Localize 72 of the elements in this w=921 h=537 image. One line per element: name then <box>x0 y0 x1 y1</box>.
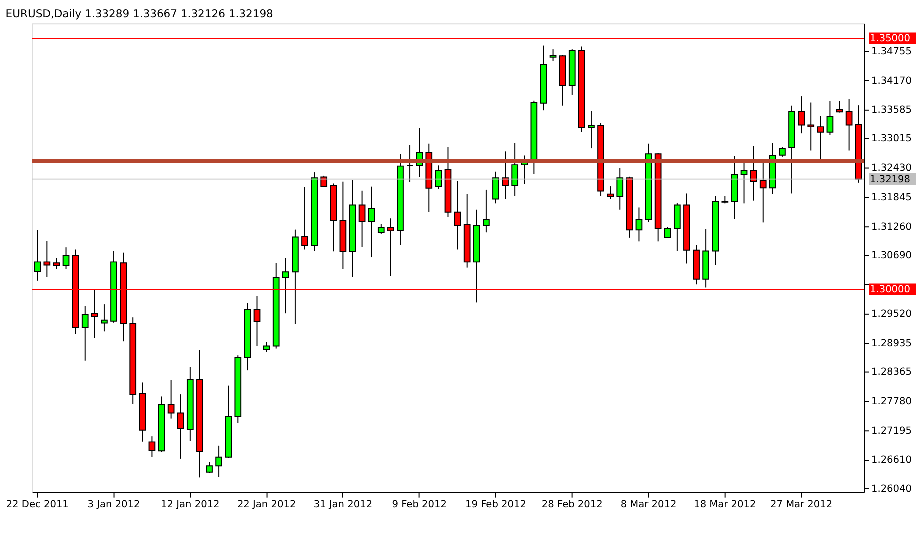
candlestick <box>808 102 815 152</box>
x-tick-label: 12 Jan 2012 <box>161 500 220 511</box>
candlestick <box>101 304 108 332</box>
ref-line-label: 1.35000 <box>870 34 911 45</box>
candlestick <box>798 96 805 134</box>
candlestick <box>636 207 643 242</box>
candlestick <box>607 186 614 200</box>
y-tick-label: 1.26610 <box>871 455 912 466</box>
candlestick <box>760 161 767 224</box>
candlestick <box>616 168 624 210</box>
x-tick-label: 22 Dec 2011 <box>6 500 69 511</box>
chart-title: EURUSD,Daily 1.33289 1.33667 1.32126 1.32198 <box>6 8 274 21</box>
candlestick <box>378 224 385 235</box>
candlestick <box>44 240 51 278</box>
x-tick-label: 9 Feb 2012 <box>392 500 447 511</box>
candlestick <box>216 445 222 478</box>
candlestick <box>82 306 89 362</box>
candlestick <box>254 296 261 347</box>
x-tick-label: 27 Mar 2012 <box>770 500 833 511</box>
y-tick-label: 1.27780 <box>871 396 912 408</box>
x-tick-label: 18 Mar 2012 <box>694 500 756 511</box>
x-tick-label: 3 Jan 2012 <box>88 500 140 511</box>
candlestick <box>512 142 519 197</box>
candlestick <box>740 162 748 204</box>
y-tick-label: 1.33585 <box>871 105 912 116</box>
x-tick-label: 22 Jan 2012 <box>237 500 296 511</box>
candlestick <box>62 247 70 270</box>
candlestick <box>206 462 213 474</box>
candlestick <box>168 380 175 420</box>
x-tick-label: 31 Jan 2012 <box>314 500 373 511</box>
y-tick-label: 1.33015 <box>871 134 912 145</box>
candlestick <box>263 342 270 353</box>
candlestick <box>34 230 42 282</box>
candlestick <box>282 258 290 314</box>
candlestick <box>674 202 681 252</box>
x-tick-label: 8 Mar 2012 <box>620 500 677 511</box>
y-tick-label: 1.30690 <box>871 250 912 262</box>
candlestick <box>358 190 366 248</box>
candlestick <box>177 394 184 460</box>
candlestick <box>302 186 308 250</box>
ref-line-label: 1.30000 <box>870 284 911 296</box>
x-tick-label: 28 Feb 2012 <box>542 500 603 511</box>
y-tick-label: 1.31260 <box>871 222 912 233</box>
y-tick-label: 1.27195 <box>871 426 912 437</box>
candlestick <box>454 180 462 250</box>
y-tick-label: 1.32430 <box>871 163 912 174</box>
candlestick <box>406 144 414 183</box>
candlestick <box>368 186 376 258</box>
y-tick-label: 1.34755 <box>871 46 912 58</box>
ref-line-label: 1.32198 <box>870 174 911 186</box>
candlestick <box>148 436 156 458</box>
y-tick-label: 1.28935 <box>871 338 912 350</box>
candlestick <box>750 146 758 202</box>
candlestick <box>826 100 834 136</box>
y-tick-label: 1.34170 <box>871 76 912 87</box>
candlestick <box>588 110 595 150</box>
x-tick-label: 19 Feb 2012 <box>465 500 526 511</box>
candlestick <box>53 258 60 270</box>
candlestick <box>483 189 490 234</box>
y-tick-label: 1.28365 <box>871 367 912 378</box>
y-tick-label: 1.31845 <box>871 192 912 204</box>
candlestick <box>320 175 328 188</box>
candlestick <box>846 98 853 152</box>
candlestick <box>492 171 500 204</box>
candlestick <box>664 226 672 239</box>
candlestick <box>502 151 509 200</box>
candlestick <box>388 218 394 277</box>
candlestick <box>550 49 557 62</box>
y-tick-label: 1.29520 <box>871 309 912 320</box>
candlestick <box>779 146 786 158</box>
candlestick <box>435 165 442 190</box>
y-tick-label: 1.26040 <box>871 484 912 495</box>
